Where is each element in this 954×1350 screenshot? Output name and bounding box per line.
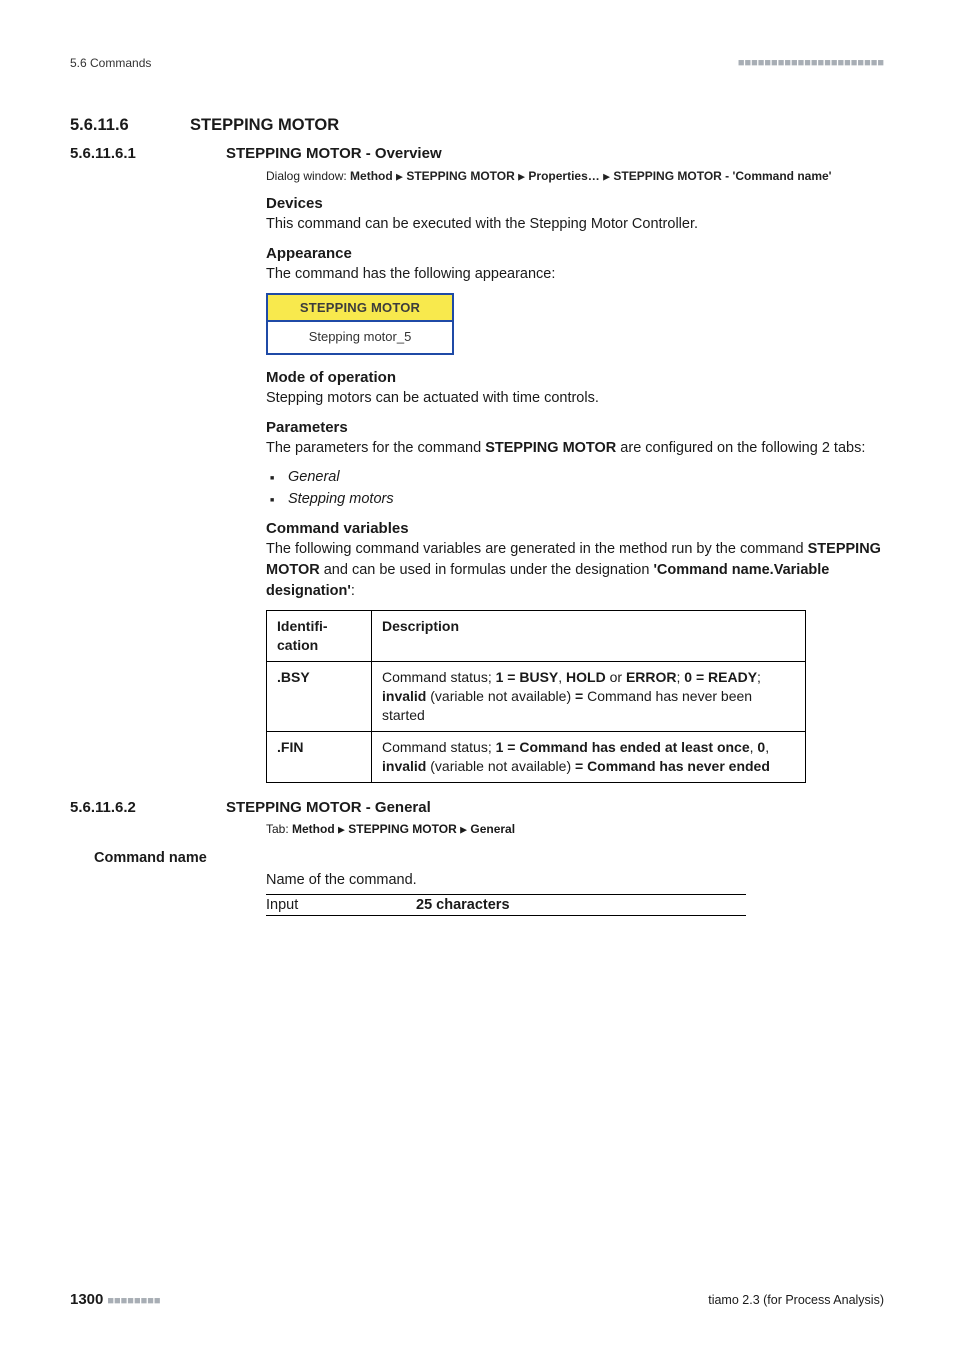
- footer-product: tiamo 2.3 (for Process Analysis): [708, 1293, 884, 1307]
- input-value: 25 characters: [416, 897, 510, 913]
- table-cell-desc: Command status; 1 = BUSY, HOLD or ERROR;…: [372, 662, 806, 732]
- table-row: .BSY Command status; 1 = BUSY, HOLD or E…: [267, 662, 806, 732]
- subsection-number: 5.6.11.6.2: [70, 799, 226, 816]
- dialog-window-path: Dialog window: Method ▶ STEPPING MOTOR ▶…: [266, 168, 884, 185]
- field-description: Name of the command.: [266, 872, 884, 888]
- header-decoration: ■■■■■■■■■■■■■■■■■■■■■■: [738, 57, 884, 69]
- list-item: Stepping motors: [266, 489, 884, 511]
- devices-text: This command can be executed with the St…: [266, 214, 884, 235]
- chevron-right-icon: ▶: [338, 824, 345, 834]
- header-section: 5.6 Commands: [70, 56, 151, 70]
- chevron-right-icon: ▶: [603, 172, 610, 182]
- table-row: .FIN Command status; 1 = Command has end…: [267, 731, 806, 782]
- section-number: 5.6.11.6: [70, 116, 190, 135]
- subsection-heading-general: 5.6.11.6.2STEPPING MOTOR - General: [70, 799, 884, 816]
- parameters-heading: Parameters: [266, 419, 884, 436]
- appearance-heading: Appearance: [266, 245, 884, 262]
- page-footer: 1300■■■■■■■■ tiamo 2.3 (for Process Anal…: [70, 1291, 884, 1308]
- subsection-number: 5.6.11.6.1: [70, 145, 226, 162]
- table-header-description: Description: [372, 611, 806, 662]
- table-cell-id: .FIN: [267, 731, 372, 782]
- devices-heading: Devices: [266, 195, 884, 212]
- tab-path: Tab: Method ▶ STEPPING MOTOR ▶ General: [266, 822, 884, 836]
- page-header: 5.6 Commands ■■■■■■■■■■■■■■■■■■■■■■: [70, 56, 884, 70]
- command-variables-text: The following command variables are gene…: [266, 539, 884, 602]
- table-header-identification: Identifi­cation: [267, 611, 372, 662]
- command-badge: STEPPING MOTOR Stepping motor_5: [266, 293, 884, 355]
- page-number: 1300■■■■■■■■: [70, 1291, 161, 1308]
- badge-title: STEPPING MOTOR: [268, 295, 452, 322]
- section-title: STEPPING MOTOR: [190, 116, 339, 134]
- list-item: General: [266, 467, 884, 489]
- badge-subtitle: Stepping motor_5: [268, 322, 452, 353]
- chevron-right-icon: ▶: [396, 172, 403, 182]
- parameters-text: The parameters for the command STEPPING …: [266, 438, 884, 459]
- field-label-command-name: Command name: [94, 850, 884, 866]
- footer-decoration: ■■■■■■■■: [107, 1295, 160, 1307]
- subsection-heading-overview: 5.6.11.6.1STEPPING MOTOR - Overview: [70, 145, 884, 162]
- table-cell-id: .BSY: [267, 662, 372, 732]
- subsection-title: STEPPING MOTOR - General: [226, 799, 431, 816]
- section-heading: 5.6.11.6STEPPING MOTOR: [70, 116, 884, 135]
- chevron-right-icon: ▶: [518, 172, 525, 182]
- parameters-list: General Stepping motors: [266, 467, 884, 511]
- chevron-right-icon: ▶: [460, 824, 467, 834]
- input-spec-row: Input 25 characters: [266, 894, 746, 916]
- appearance-text: The command has the following appearance…: [266, 264, 884, 285]
- mode-text: Stepping motors can be actuated with tim…: [266, 388, 884, 409]
- table-cell-desc: Command status; 1 = Command has ended at…: [372, 731, 806, 782]
- subsection-title: STEPPING MOTOR - Overview: [226, 145, 442, 162]
- mode-heading: Mode of operation: [266, 369, 884, 386]
- table-header-row: Identifi­cation Description: [267, 611, 806, 662]
- command-variables-table: Identifi­cation Description .BSY Command…: [266, 610, 806, 782]
- command-variables-heading: Command variables: [266, 520, 884, 537]
- input-label: Input: [266, 897, 416, 913]
